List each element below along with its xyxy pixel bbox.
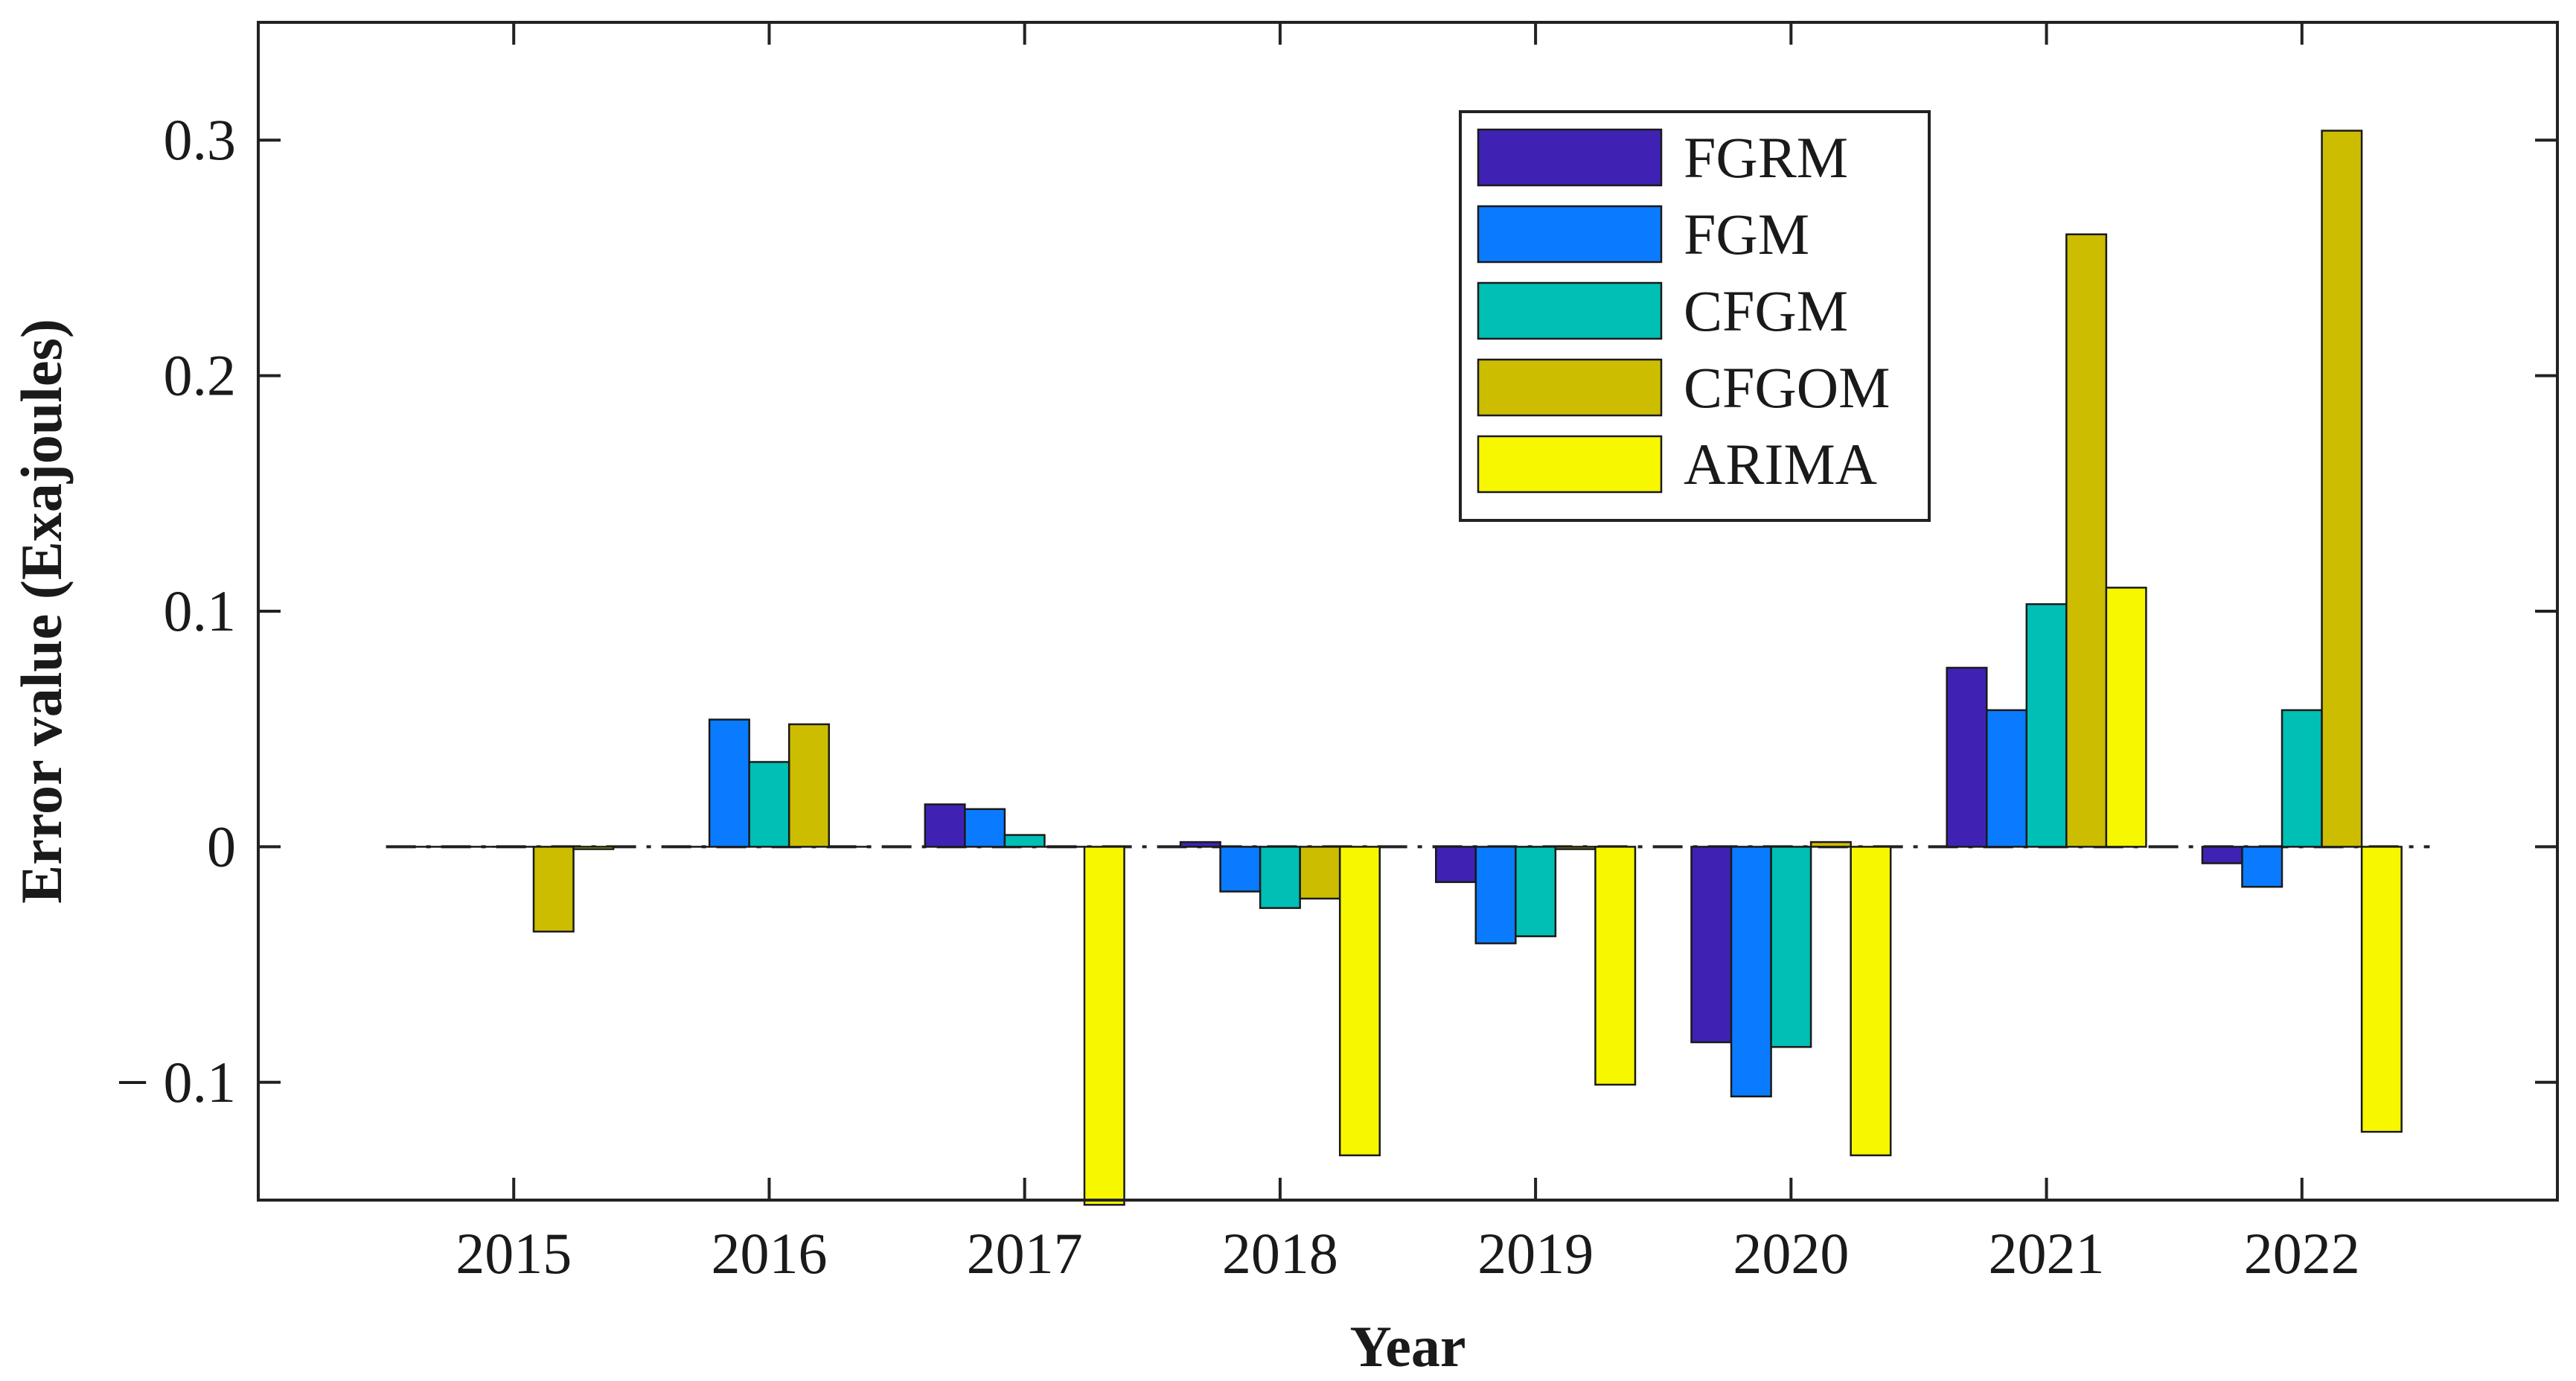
legend-swatch-cfgom xyxy=(1477,358,1663,417)
x-axis-title: Year xyxy=(1350,1314,1466,1379)
legend-swatch-fgm xyxy=(1477,205,1663,264)
bar-arima-2020 xyxy=(1850,846,1892,1157)
bar-cfgom-2015 xyxy=(532,846,575,933)
bar-fgm-2020 xyxy=(1730,846,1772,1098)
y-tick-label: 0.3 xyxy=(164,107,237,172)
bar-cfgm-2019 xyxy=(1515,846,1557,937)
bar-cfgom-2021 xyxy=(2065,233,2108,848)
bar-fgrm-2017 xyxy=(924,803,966,848)
bar-fgrm-2021 xyxy=(1946,666,1988,848)
bar-fgm-2016 xyxy=(708,718,750,848)
bar-arima-2021 xyxy=(2105,587,2147,848)
bar-arima-2015 xyxy=(572,846,615,850)
bar-fgm-2017 xyxy=(964,808,1006,848)
bars-layer xyxy=(386,130,2430,1206)
bar-cfgom-2019 xyxy=(1554,846,1597,850)
bar-cfgm-2021 xyxy=(2025,603,2068,848)
bar-fgrm-2019 xyxy=(1435,846,1477,884)
y-tick-label: − 0.1 xyxy=(116,1050,236,1114)
ticks-layer: − 0.1 0 0.1 0.2 0.3 2015 2016 2017 2018 2019 2020 2… xyxy=(116,22,2557,1286)
x-tick-label-2020: 2020 xyxy=(1733,1221,1849,1286)
bar-cfgm-2017 xyxy=(1003,834,1046,848)
bar-fgm-2019 xyxy=(1474,846,1517,945)
x-tick-label-2018: 2018 xyxy=(1222,1221,1338,1286)
bar-cfgom-2022 xyxy=(2321,130,2363,848)
legend-label-cfgm: CFGM xyxy=(1684,278,1848,343)
bar-cfgm-2018 xyxy=(1259,846,1301,909)
bar-cfgom-2020 xyxy=(1809,841,1852,848)
bar-arima-2018 xyxy=(1338,846,1381,1157)
y-tick-label: 0.2 xyxy=(164,343,237,408)
y-axis-title: Error value (Exajoules) xyxy=(9,319,74,904)
bar-arima-2019 xyxy=(1594,846,1637,1086)
legend-swatch-cfgm xyxy=(1477,281,1663,340)
axes-layer xyxy=(257,21,2559,1202)
x-tick-label-2022: 2022 xyxy=(2244,1221,2360,1286)
legend-label-cfgom: CFGOM xyxy=(1684,355,1890,420)
legend-swatch-fgrm xyxy=(1477,128,1663,187)
legend-label-arima: ARIMA xyxy=(1684,432,1877,497)
x-tick-label-2019: 2019 xyxy=(1477,1221,1594,1286)
bar-fgm-2022 xyxy=(2241,846,2283,888)
bar-cfgom-2018 xyxy=(1299,846,1341,900)
legend-label-fgm: FGM xyxy=(1684,202,1809,267)
bar-arima-2022 xyxy=(2360,846,2403,1133)
x-tick-label-2021: 2021 xyxy=(1989,1221,2105,1286)
bar-cfgm-2020 xyxy=(1770,846,1812,1048)
bar-cfgom-2016 xyxy=(787,723,831,848)
y-tick-label: 0 xyxy=(207,814,236,878)
y-tick-label: 0.1 xyxy=(164,578,237,643)
legend-swatch-arima xyxy=(1477,435,1663,494)
bar-fgm-2018 xyxy=(1219,846,1262,893)
x-tick-label-2016: 2016 xyxy=(711,1221,827,1286)
axes-box xyxy=(257,21,2559,1202)
bar-fgrm-2020 xyxy=(1690,846,1733,1044)
bar-cfgm-2022 xyxy=(2281,709,2323,848)
bar-fgrm-2018 xyxy=(1179,841,1221,848)
x-tick-label-2015: 2015 xyxy=(456,1221,572,1286)
bar-cfgm-2016 xyxy=(748,761,790,848)
bar-arima-2017 xyxy=(1083,846,1125,1206)
bar-fgrm-2022 xyxy=(2201,846,2243,864)
legend: FGRM FGM CFGM CFGOM ARIMA xyxy=(1459,110,1931,522)
bar-fgm-2021 xyxy=(1985,709,2028,848)
legend-label-fgrm: FGRM xyxy=(1684,125,1848,190)
x-tick-label-2017: 2017 xyxy=(967,1221,1083,1286)
